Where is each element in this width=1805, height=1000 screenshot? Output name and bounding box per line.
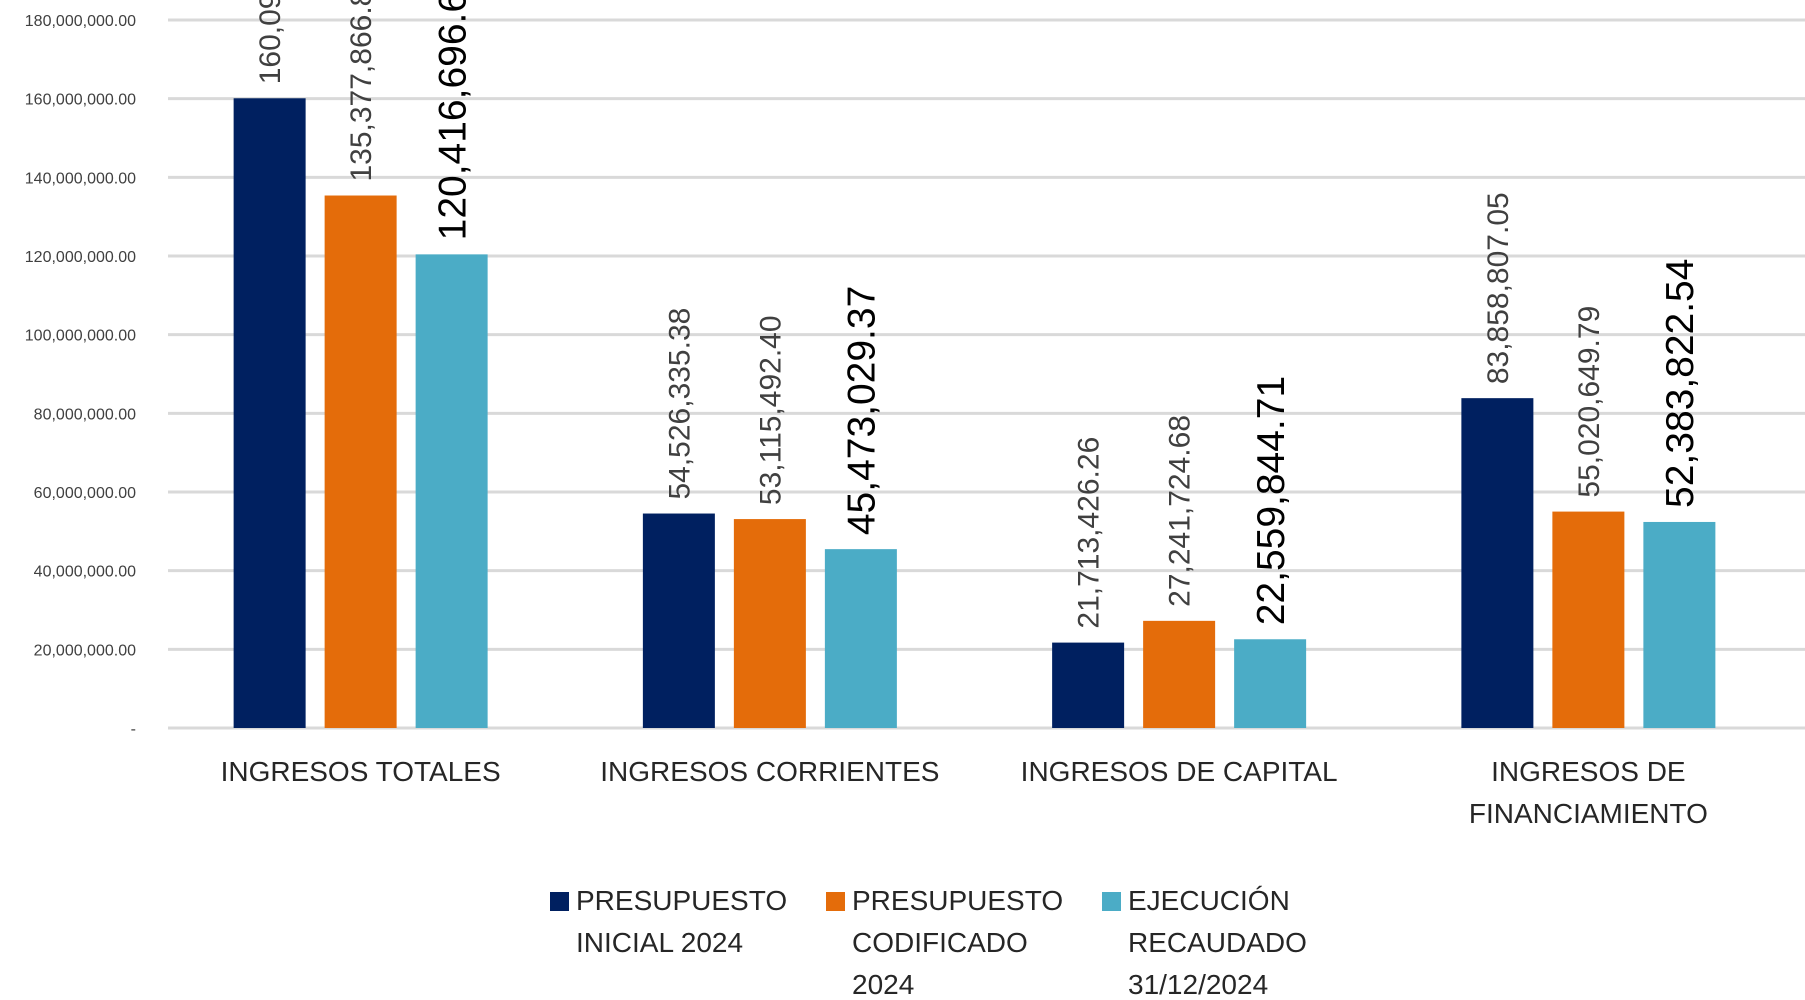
data-label: 54,526,335.38 bbox=[663, 308, 696, 500]
legend-label: PRESUPUESTO CODIFICADO 2024 bbox=[852, 885, 1064, 1000]
legend-label: EJECUCIÓN RECAUDADO 31/12/2024 bbox=[1128, 885, 1307, 1000]
x-tick-label: INGRESOS CORRIENTES bbox=[600, 756, 940, 787]
y-tick-label: 160,000,000.00 bbox=[25, 92, 136, 109]
data-label: 135,377,866.87 bbox=[345, 0, 378, 182]
legend-swatch bbox=[1102, 892, 1121, 911]
bar bbox=[824, 549, 897, 728]
data-label: 55,020,649.79 bbox=[1573, 306, 1606, 498]
bar bbox=[1552, 511, 1625, 728]
x-tick-label: INGRESOS DE FINANCIAMIENTO bbox=[1468, 756, 1708, 829]
bar bbox=[642, 513, 715, 728]
x-tick-label: INGRESOS TOTALES bbox=[220, 756, 501, 787]
legend-swatch bbox=[550, 892, 569, 911]
legend-swatch bbox=[826, 892, 845, 911]
y-tick-label: 80,000,000.00 bbox=[34, 406, 136, 423]
bar bbox=[1052, 642, 1125, 728]
y-tick-label: - bbox=[131, 721, 136, 738]
bar bbox=[1234, 639, 1307, 728]
bar bbox=[1461, 398, 1534, 728]
data-label: 120,416,696.62 bbox=[431, 0, 474, 240]
data-label: 52,383,822.54 bbox=[1659, 259, 1702, 508]
data-label: 22,559,844.71 bbox=[1250, 376, 1293, 625]
data-label: 27,241,724.68 bbox=[1164, 415, 1197, 607]
y-tick-label: 20,000,000.00 bbox=[34, 642, 136, 659]
data-label: 53,115,492.40 bbox=[754, 315, 787, 505]
bar bbox=[324, 195, 397, 728]
y-tick-label: 140,000,000.00 bbox=[25, 170, 136, 187]
y-tick-label: 180,000,000.00 bbox=[25, 13, 136, 30]
x-tick-label: INGRESOS DE CAPITAL bbox=[1020, 756, 1338, 787]
legend-item: EJECUCIÓN RECAUDADO 31/12/2024 bbox=[1102, 880, 1333, 1000]
bar bbox=[233, 98, 306, 729]
data-label: 160,098,568.69 bbox=[254, 0, 287, 84]
data-label: 83,858,807.05 bbox=[1482, 192, 1515, 384]
bar bbox=[1643, 521, 1716, 728]
legend-item: PRESUPUESTO INICIAL 2024 bbox=[550, 880, 788, 964]
bar bbox=[415, 254, 488, 728]
y-tick-label: 40,000,000.00 bbox=[34, 564, 136, 581]
bar bbox=[733, 519, 806, 728]
y-tick-label: 120,000,000.00 bbox=[25, 249, 136, 266]
bar bbox=[1143, 620, 1216, 728]
y-tick-label: 100,000,000.00 bbox=[25, 328, 136, 345]
legend-label: PRESUPUESTO INICIAL 2024 bbox=[576, 885, 788, 958]
legend-item: PRESUPUESTO CODIFICADO 2024 bbox=[826, 880, 1064, 1000]
data-label: 21,713,426.26 bbox=[1073, 437, 1106, 629]
y-tick-label: 60,000,000.00 bbox=[34, 485, 136, 502]
data-label: 45,473,029.37 bbox=[841, 286, 884, 535]
